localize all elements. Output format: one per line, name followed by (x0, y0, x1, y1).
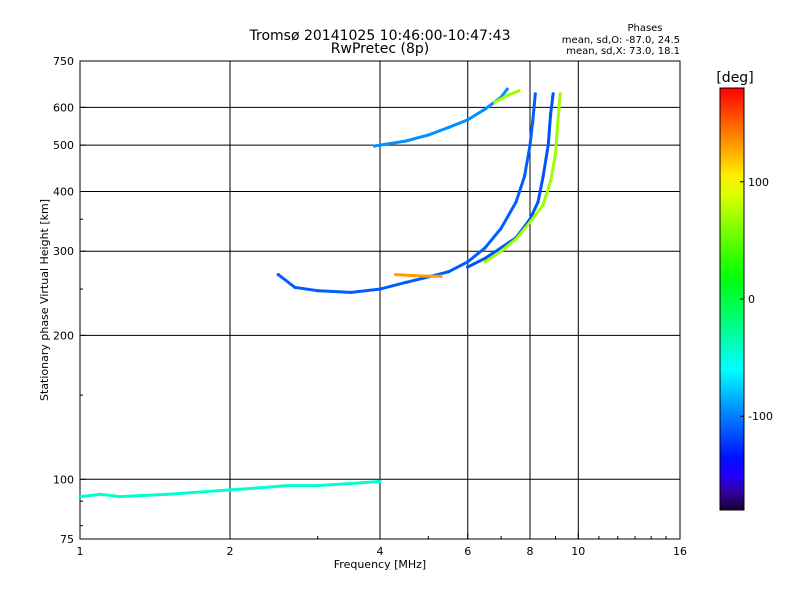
x-tick-label: 6 (464, 545, 471, 558)
echo-point (378, 287, 382, 291)
echo-point (403, 280, 408, 285)
colorbar-tick-label: 0 (748, 293, 755, 306)
chart-title-line2: RwPretec (8p) (331, 41, 429, 57)
echo-point (447, 125, 451, 129)
y-tick-label: 100 (53, 473, 74, 486)
colorbar-tick-label: 100 (748, 176, 769, 189)
echo-point (466, 265, 470, 269)
echo-point (517, 89, 521, 93)
phase-stats-x: mean, sd,X: 73.0, 18.1 (566, 46, 680, 57)
echo-point (372, 144, 377, 148)
echo-point (316, 484, 320, 488)
echo-point (166, 492, 170, 496)
echo-point (117, 495, 122, 499)
echo-point (556, 120, 560, 124)
echo-point (316, 289, 320, 293)
echo-point (533, 92, 537, 96)
y-tick-label: 300 (53, 245, 74, 258)
chart-title-line1: Tromsø 20141025 10:46:00-10:47:43 (249, 28, 511, 44)
echo-point (276, 273, 280, 277)
phase-stats-o: mean, sd,O: -87.0, 24.5 (562, 35, 680, 46)
echo-trace (78, 479, 382, 499)
echo-trace (276, 92, 537, 294)
y-tick-label: 75 (60, 533, 74, 546)
x-tick-label: 4 (377, 545, 384, 558)
y-axis-label: Stationary phase Virtual Height [km] (38, 199, 51, 401)
echo-point (531, 120, 535, 124)
echo-point (78, 495, 82, 499)
echo-point (483, 107, 487, 111)
echo-point (426, 133, 430, 137)
x-tick-label: 1 (77, 545, 84, 558)
echo-point (514, 237, 518, 241)
echo-point (349, 481, 353, 486)
echo-point (447, 270, 451, 274)
echo-point (378, 479, 382, 483)
echo-point (549, 112, 553, 116)
axis-layer: 1 2 4 6 8 10 16 75 100 200 300 400 500 600 750 (53, 55, 687, 558)
echo-point (403, 139, 408, 143)
echo-point (528, 143, 532, 147)
x-tick-label: 16 (673, 545, 687, 558)
echo-point (408, 273, 412, 277)
echo-point (439, 274, 443, 278)
echo-point (285, 484, 289, 488)
y-tick-label: 200 (53, 329, 74, 342)
echo-point (536, 200, 540, 204)
echo-point (546, 143, 550, 147)
echo-point (394, 273, 398, 277)
y-tick-label: 400 (53, 185, 74, 198)
y-tick-label: 500 (53, 139, 74, 152)
echo-point (466, 260, 470, 264)
echo-point (549, 179, 553, 183)
x-tick-label: 8 (527, 545, 534, 558)
grid-layer (80, 61, 680, 539)
echo-point (426, 274, 430, 278)
echo-trace (394, 273, 443, 278)
x-tick-label: 2 (227, 545, 234, 558)
echo-point (528, 220, 532, 224)
y-tick-label: 600 (53, 101, 74, 114)
echo-trace (373, 87, 509, 148)
echo-point (541, 203, 545, 207)
echo-point (541, 174, 545, 179)
echo-point (522, 174, 527, 179)
echo-point (228, 488, 232, 492)
echo-point (493, 100, 497, 104)
phases-heading: Phases (627, 23, 662, 34)
echo-point (483, 260, 487, 264)
echo-point (499, 226, 503, 230)
x-axis-label: Frequency [MHz] (334, 558, 426, 571)
echo-point (466, 118, 470, 122)
colorbar: 100 0 -100 (719, 87, 773, 511)
colorbar-tick-label: -100 (748, 410, 773, 423)
echo-point (349, 290, 353, 294)
echo-point (558, 92, 562, 96)
echo-point (293, 285, 297, 289)
echo-point (553, 152, 558, 156)
data-layer (78, 87, 562, 499)
echo-point (483, 246, 487, 250)
y-tick-label: 750 (53, 55, 74, 68)
echo-point (551, 92, 555, 96)
echo-point (258, 486, 262, 490)
echo-point (99, 492, 103, 496)
echo-point (514, 200, 518, 204)
echo-trace (466, 92, 555, 269)
colorbar-label: [deg] (716, 70, 753, 86)
echo-point (505, 87, 509, 91)
echo-point (499, 249, 503, 253)
echo-point (505, 94, 509, 98)
echo-point (483, 256, 487, 260)
x-tick-label: 10 (571, 545, 585, 558)
echo-point (499, 246, 503, 250)
